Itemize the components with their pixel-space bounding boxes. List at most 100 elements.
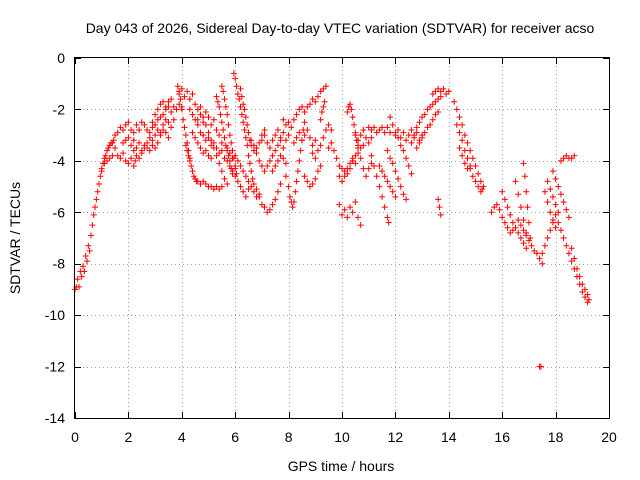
data-point	[320, 134, 327, 141]
data-point	[408, 170, 415, 177]
data-point	[512, 178, 519, 185]
data-point	[253, 145, 260, 151]
data-point	[317, 88, 324, 95]
data-point	[469, 155, 476, 162]
data-point	[509, 219, 516, 226]
data-point	[162, 116, 169, 123]
data-point	[515, 217, 522, 223]
x-tick-label: 2	[125, 429, 133, 445]
data-point	[436, 204, 443, 211]
data-point	[208, 183, 215, 190]
data-point	[242, 114, 249, 121]
data-point	[236, 96, 243, 103]
data-point	[194, 178, 201, 185]
data-point	[290, 199, 297, 205]
data-point	[520, 240, 527, 247]
data-point	[186, 157, 193, 164]
data-point	[218, 119, 225, 126]
data-point	[264, 163, 271, 169]
data-point	[277, 181, 284, 187]
data-point	[533, 250, 540, 257]
data-point	[162, 129, 169, 136]
data-point	[130, 147, 137, 154]
data-point	[144, 127, 151, 133]
data-point	[525, 237, 532, 244]
data-point	[202, 181, 209, 187]
data-point	[200, 178, 207, 185]
data-point	[277, 137, 284, 144]
data-point	[245, 178, 252, 185]
data-point	[475, 183, 482, 190]
data-point	[563, 152, 570, 159]
data-point	[397, 142, 404, 149]
data-point	[101, 155, 108, 162]
data-point	[464, 139, 471, 146]
data-point	[304, 127, 311, 133]
data-point	[413, 124, 420, 131]
data-point	[282, 121, 289, 128]
data-point	[541, 188, 548, 195]
data-point	[141, 145, 148, 151]
data-point	[98, 165, 105, 172]
data-point	[385, 219, 392, 226]
data-point	[197, 181, 204, 187]
data-point	[197, 129, 204, 136]
data-point	[197, 111, 204, 118]
data-point	[371, 163, 378, 169]
data-point	[180, 116, 187, 123]
data-point	[365, 124, 372, 131]
data-point	[221, 96, 228, 103]
data-point	[565, 250, 572, 257]
data-point	[539, 250, 546, 257]
data-point	[306, 134, 313, 141]
data-point	[411, 132, 418, 139]
data-point	[565, 214, 572, 221]
data-point	[285, 119, 292, 126]
data-point	[521, 173, 528, 180]
data-point	[309, 150, 316, 157]
data-point	[376, 163, 383, 169]
data-point	[523, 232, 530, 239]
data-point	[154, 116, 161, 123]
data-point	[240, 188, 247, 195]
data-point	[205, 114, 212, 121]
data-point	[568, 155, 575, 162]
data-point	[224, 145, 231, 151]
data-point	[325, 145, 332, 151]
data-point	[365, 165, 372, 172]
data-point	[429, 91, 436, 97]
data-point	[224, 111, 231, 118]
data-point	[138, 150, 145, 157]
data-point	[280, 145, 287, 151]
data-point	[178, 85, 185, 92]
data-point	[104, 147, 111, 154]
data-point	[274, 127, 281, 133]
data-point	[520, 227, 527, 234]
data-point	[133, 152, 140, 159]
data-point	[104, 157, 111, 164]
data-point	[443, 91, 450, 97]
data-point	[250, 188, 257, 195]
data-point	[96, 181, 103, 187]
data-point	[133, 121, 140, 128]
data-point	[176, 91, 183, 97]
data-point	[160, 121, 167, 128]
data-point	[218, 139, 225, 146]
data-point	[282, 173, 289, 180]
data-point	[525, 219, 532, 226]
data-point	[445, 88, 452, 95]
data-point	[544, 235, 551, 241]
data-point	[515, 191, 522, 198]
data-point	[228, 139, 235, 146]
data-point	[128, 142, 135, 149]
data-point	[226, 132, 233, 139]
data-point	[165, 98, 172, 105]
data-point	[200, 150, 207, 157]
data-point	[345, 103, 352, 110]
data-point	[499, 214, 506, 221]
data-point	[216, 132, 223, 139]
data-point	[381, 204, 388, 211]
data-point	[552, 201, 559, 208]
data-point	[547, 209, 554, 216]
data-point	[241, 106, 248, 113]
